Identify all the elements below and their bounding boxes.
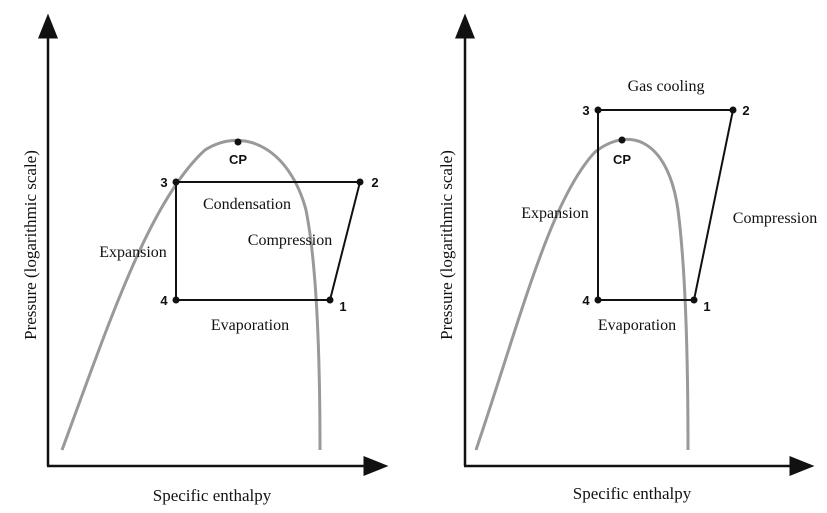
point-dot: [594, 296, 602, 304]
point-dot: [594, 106, 602, 114]
cycle: [597, 109, 735, 301]
process-label: Gas cooling: [628, 78, 705, 95]
critical-point-dot: [618, 136, 626, 144]
point-dot: [172, 178, 180, 186]
point-dot: [356, 178, 364, 186]
process-label: Compression: [733, 210, 817, 227]
y-axis-label: Pressure (logarithmic scale): [21, 150, 40, 340]
point-dot: [729, 106, 737, 114]
process-label: Compression: [248, 232, 332, 249]
y-axis-label: Pressure (logarithmic scale): [437, 150, 456, 340]
x-axis-label: Specific enthalpy: [153, 486, 272, 505]
process-label: Expansion: [521, 205, 589, 222]
point-label: 1: [703, 299, 710, 314]
point-label: 1: [339, 299, 346, 314]
point-label: 4: [582, 293, 590, 308]
process-label: Evaporation: [211, 317, 289, 334]
point-label: 4: [160, 293, 168, 308]
point-label: 2: [742, 103, 749, 118]
x-axis-label: Specific enthalpy: [573, 484, 692, 503]
critical-point-dot: [234, 138, 242, 146]
right-diagram: CP 1 2 3 4 Gas cooling Compression Expan…: [437, 13, 817, 503]
point-label: 2: [371, 175, 378, 190]
process-label: Expansion: [99, 244, 167, 261]
point-dot: [690, 296, 698, 304]
critical-point-label: CP: [229, 152, 247, 167]
process-label: Evaporation: [598, 317, 676, 334]
critical-point-label: CP: [613, 152, 631, 167]
left-diagram: CP 1 2 3 4 Condensation Compression Expa…: [21, 13, 389, 505]
point-label: 3: [160, 175, 167, 190]
point-dot: [172, 296, 180, 304]
saturation-dome: [474, 137, 690, 451]
point-dot: [326, 296, 334, 304]
saturation-dome: [60, 138, 322, 451]
point-label: 3: [582, 103, 589, 118]
process-label: Condensation: [203, 196, 291, 213]
